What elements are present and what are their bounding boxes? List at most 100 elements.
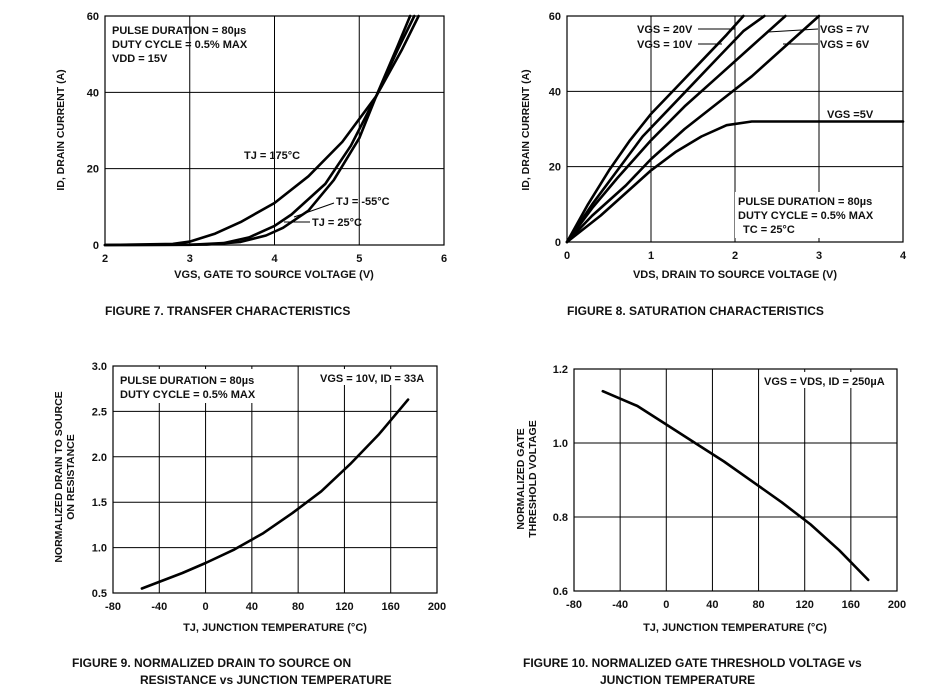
x-tick-label: 40 [706,599,718,611]
figure-caption: FIGURE 10. NORMALIZED GATE THRESHOLD VOL… [523,656,862,670]
label-vgs-7: VGS = 7V [820,24,870,36]
x-tick-label: 1 [648,250,654,262]
plot-frame [112,365,438,594]
x-tick-label: -40 [151,601,167,613]
chart-9: -80 -40 0 40 80 120 160 200 0.5 1.0 1.5 2.0 2.5 3.0 TJ… [53,361,446,687]
y-axis-label: ID, DRAIN CURRENT (A) [520,69,532,190]
pointer-vgs-7 [767,28,819,33]
series-line-1 [601,389,870,582]
y-tick-label: 2.0 [92,452,107,464]
y-tick-label: 0.6 [553,586,568,598]
y-tick-label: 1.2 [553,364,568,376]
label-tj-175: TJ = 175°C [244,150,300,162]
grid [573,368,898,592]
x-tick-label: 4 [271,253,278,265]
y-tick-label: 3.0 [92,361,107,373]
y-tick-label: 20 [549,162,561,174]
x-tick-label: 120 [335,601,353,613]
y-axis-label: THRESHOLD VOLTAGE [527,420,539,537]
x-tick-label: 0 [663,599,669,611]
x-tick-label: -40 [612,599,628,611]
x-tick-label: -80 [566,599,582,611]
x-tick-label: 120 [796,599,814,611]
series-line-3 [565,14,787,244]
y-tick-label: 0 [555,237,561,249]
x-tick-label: 200 [888,599,906,611]
y-tick-label: 1.0 [553,438,568,450]
y-axis-label: NORMALIZED DRAIN TO SOURCE [53,391,65,562]
note-duty: DUTY CYCLE = 0.5% MAX [112,39,248,51]
chart-10: -80 -40 0 40 80 120 160 200 0.6 0.8 1.0 1.2 TJ, JUNC… [515,364,906,687]
x-axis-label: TJ, JUNCTION TEMPERATURE (°C) [643,622,827,634]
x-tick-label: 0 [564,250,570,262]
x-tick-label: 80 [292,601,304,613]
x-tick-label: 2 [102,253,108,265]
figure-caption-line2: JUNCTION TEMPERATURE [600,673,755,687]
x-tick-label: 80 [752,599,764,611]
figure-caption: FIGURE 9. NORMALIZED DRAIN TO SOURCE ON [72,656,351,670]
label-tj-25: TJ = 25°C [312,217,362,229]
figure-caption: FIGURE 8. SATURATION CHARACTERISTICS [567,304,824,318]
condition-label: VGS = VDS, ID = 250µA [764,376,885,388]
x-tick-label: 3 [816,250,822,262]
figure-caption: FIGURE 7. TRANSFER CHARACTERISTICS [105,304,350,318]
y-tick-label: 40 [87,87,99,99]
y-axis-label: NORMALIZED GATE [515,428,527,529]
label-vgs-5: VGS =5V [827,109,874,121]
note-duty: DUTY CYCLE = 0.5% MAX [738,210,874,222]
figure-caption-line2: RESISTANCE vs JUNCTION TEMPERATURE [140,673,392,687]
x-tick-label: 6 [441,253,447,265]
condition-label: VGS = 10V, ID = 33A [320,373,424,385]
y-axis-label: ON RESISTANCE [65,434,77,520]
y-axis-label: ID, DRAIN CURRENT (A) [55,69,67,190]
note-pulse: PULSE DURATION = 80µs [112,25,246,37]
condition-box [760,372,894,388]
note-box [735,192,885,238]
series-line-1 [140,398,410,590]
note-duty: DUTY CYCLE = 0.5% MAX [120,389,256,401]
y-tick-label: 0 [93,240,99,252]
y-tick-label: 1.5 [92,497,107,509]
x-axis-label: VGS, GATE TO SOURCE VOLTAGE (V) [174,269,374,281]
x-tick-label: 0 [203,601,209,613]
label-vgs-6: VGS = 6V [820,39,870,51]
y-tick-label: 60 [87,11,99,23]
x-tick-label: 2 [732,250,738,262]
y-tick-label: 0.8 [553,512,568,524]
note-pulse: PULSE DURATION = 80µs [120,375,254,387]
y-tick-label: 0.5 [92,588,107,600]
x-tick-label: 5 [356,253,362,265]
series-line-5 [565,120,905,244]
x-tick-label: 200 [428,601,446,613]
pointer-tj-m55 [293,202,335,218]
x-axis-label: TJ, JUNCTION TEMPERATURE (°C) [183,622,367,634]
y-tick-label: 40 [549,86,561,98]
condition-box [318,369,434,385]
note-tc: TC = 25°C [743,224,795,236]
x-tick-label: 160 [382,601,400,613]
note-vdd: VDD = 15V [112,53,168,65]
plot-frame [104,15,445,246]
note-box [115,369,290,403]
y-tick-label: 60 [549,11,561,23]
y-tick-label: 1.0 [92,543,107,555]
series-line-3 [103,14,412,247]
plot-frame [573,368,898,592]
label-tj-m55: TJ = -55°C [336,196,390,208]
series-line-2 [565,14,766,244]
label-vgs-20: VGS = 20V [637,24,693,36]
y-tick-label: 20 [87,164,99,176]
x-tick-label: 3 [187,253,193,265]
label-vgs-10: VGS = 10V [637,39,693,51]
x-axis-label: VDS, DRAIN TO SOURCE VOLTAGE (V) [633,269,837,281]
series-line-4 [565,14,821,244]
y-tick-label: 2.5 [92,406,107,418]
x-tick-label: 40 [246,601,258,613]
plot-frame [566,15,904,243]
note-pulse: PULSE DURATION = 80µs [738,196,872,208]
x-tick-label: -80 [105,601,121,613]
x-tick-label: 4 [900,250,907,262]
